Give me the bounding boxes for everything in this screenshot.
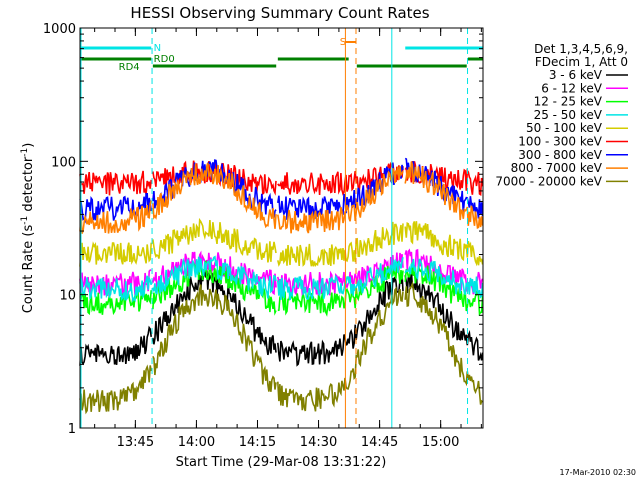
legend-item-label: 300 - 800 keV [518,148,602,162]
y-tick-label: 100 [51,155,76,170]
series-line [152,270,277,356]
series-line [404,258,484,299]
series-8 [79,280,484,415]
x-tick-label: 14:15 [239,435,276,450]
series-line [404,280,484,405]
legend-item-label: 100 - 300 keV [518,135,602,149]
plot-frame [79,27,484,429]
y-axis-label-mid: detector [21,156,36,216]
legend-item-label: 800 - 7000 keV [511,161,603,175]
legend-header-line-1: Det 1,3,4,5,6,9, [534,42,628,56]
y-axis-label-end: ) [21,143,36,148]
series-line [79,325,152,366]
legend-header-line-2: FDecim 1, Att 0 [535,55,628,69]
annotation-s: S [340,37,346,48]
annotation-rd4: RD4 [119,62,140,73]
series-3 [79,255,484,303]
series-line [79,290,152,316]
legend-item-label: 25 - 50 keV [534,108,603,122]
legend-item-label: 3 - 6 keV [549,68,603,82]
x-axis-label: Start Time (29-Mar-08 13:31:22) [176,455,387,470]
x-tick-label: 13:45 [117,435,154,450]
footer-timestamp: 17-Mar-2010 02:30 [560,468,637,477]
x-axis: 13:45 14:00 14:15 14:30 14:45 15:00 [94,28,482,450]
series-line [277,161,404,196]
series-line [277,257,404,301]
y-tick-label: 1 [68,422,76,437]
series-line [152,217,277,263]
series-line [79,364,152,415]
series-layer [79,157,484,415]
series-line [277,221,404,268]
y-axis-label-sup2: -1 [20,148,30,157]
legend: Det 1,3,4,5,6,9, FDecim 1, Att 0 3 - 6 k… [495,42,628,188]
legend-item-label: 7000 - 20000 keV [495,174,602,188]
series-line [152,162,277,229]
series-line [79,170,152,196]
series-4 [79,217,484,268]
y-tick-label: 10 [59,289,76,304]
mode-bars [80,46,483,68]
series-7 [79,161,484,234]
chart-title: HESSI Observing Summary Count Rates [130,4,429,22]
x-tick-label: 14:00 [178,435,215,450]
legend-item-label: 50 - 100 keV [526,121,603,135]
series-line [79,241,152,267]
y-tick-label: 1000 [43,22,76,37]
x-tick-label: 14:45 [361,435,398,450]
series-line [277,274,404,367]
y-axis-label-start: Count Rate (s [21,225,36,314]
y-axis: 1 10 100 1000 [43,22,483,437]
y-axis-label: Count Rate (s-1 detector-1) [20,143,36,314]
annotation-n: N [154,43,161,54]
annotation-rd0: RD0 [154,54,175,65]
series-line [79,193,152,224]
series-line [404,161,484,230]
legend-item-label: 6 - 12 keV [541,81,603,95]
y-axis-label-sup1: -1 [20,216,30,225]
legend-item-label: 12 - 25 keV [534,95,603,109]
x-tick-label: 15:00 [422,435,459,450]
series-line [152,260,277,316]
series-line [152,284,277,392]
x-tick-label: 14:30 [300,435,337,450]
series-line [404,221,484,267]
series-line [277,286,404,412]
series-line [152,255,277,299]
series-line [79,200,152,234]
series-line [277,166,404,234]
series-line [79,275,152,303]
